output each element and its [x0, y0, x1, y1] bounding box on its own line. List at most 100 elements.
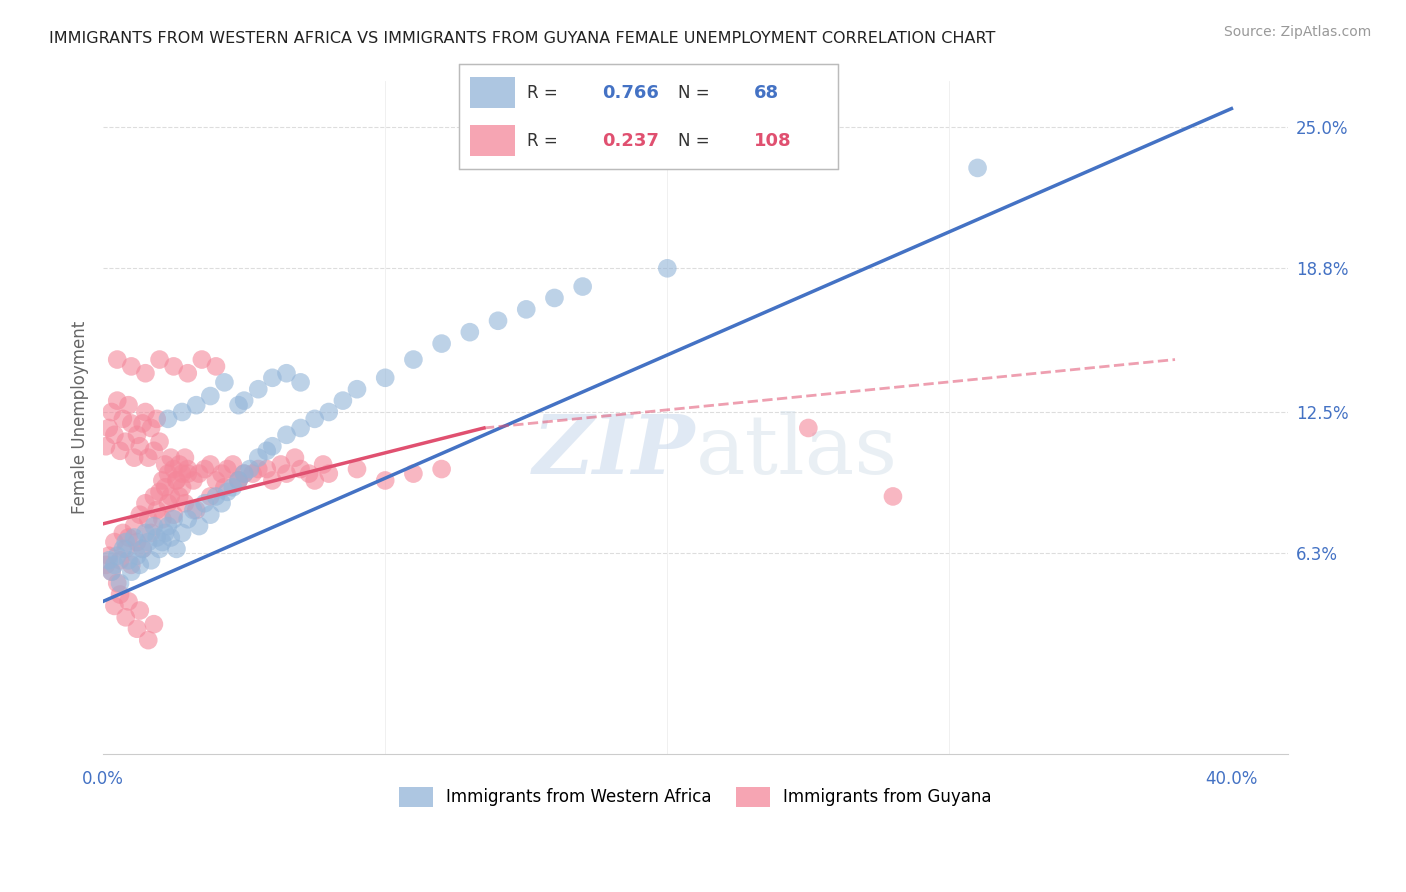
Point: [105, 576, 128, 591]
Point: [131, 541, 153, 556]
Point: [145, 503, 167, 517]
Point: [374, 474, 396, 488]
Point: [100, 405, 122, 419]
Point: [122, 450, 145, 465]
Point: [136, 633, 159, 648]
Point: [228, 474, 250, 488]
Point: [114, 610, 136, 624]
Point: [211, 496, 233, 510]
Point: [177, 366, 200, 380]
Point: [97, 553, 120, 567]
Point: [153, 458, 176, 472]
Point: [114, 434, 136, 449]
Point: [128, 439, 150, 453]
Point: [120, 565, 142, 579]
Point: [228, 474, 250, 488]
Point: [103, 599, 125, 613]
Point: [97, 421, 120, 435]
Point: [882, 490, 904, 504]
Legend: Immigrants from Western Africa, Immigrants from Guyana: Immigrants from Western Africa, Immigran…: [392, 780, 998, 814]
Point: [153, 480, 176, 494]
Point: [111, 412, 134, 426]
Point: [111, 525, 134, 540]
Point: [276, 467, 298, 481]
Point: [200, 508, 222, 522]
Point: [136, 512, 159, 526]
Point: [233, 467, 256, 481]
Point: [174, 450, 197, 465]
Point: [142, 519, 165, 533]
Point: [233, 467, 256, 481]
Point: [222, 458, 245, 472]
Point: [228, 474, 250, 488]
Point: [183, 503, 205, 517]
Point: [543, 291, 565, 305]
Point: [153, 525, 176, 540]
Point: [163, 462, 186, 476]
Point: [125, 622, 148, 636]
Point: [346, 462, 368, 476]
Text: IMMIGRANTS FROM WESTERN AFRICA VS IMMIGRANTS FROM GUYANA FEMALE UNEMPLOYMENT COR: IMMIGRANTS FROM WESTERN AFRICA VS IMMIGR…: [49, 31, 995, 46]
Point: [188, 519, 211, 533]
Point: [111, 541, 134, 556]
Point: [374, 371, 396, 385]
Point: [156, 467, 179, 481]
Point: [486, 314, 509, 328]
Point: [103, 427, 125, 442]
Point: [284, 450, 307, 465]
Point: [402, 467, 425, 481]
Point: [125, 549, 148, 563]
Point: [136, 535, 159, 549]
Point: [134, 366, 156, 380]
Point: [94, 558, 117, 572]
Point: [163, 359, 186, 374]
Point: [217, 484, 239, 499]
Point: [194, 496, 217, 510]
Point: [797, 421, 820, 435]
Point: [105, 393, 128, 408]
Point: [139, 525, 162, 540]
Point: [214, 376, 236, 390]
Point: [136, 450, 159, 465]
Point: [318, 405, 340, 419]
Point: [233, 393, 256, 408]
Point: [134, 496, 156, 510]
Point: [100, 565, 122, 579]
Point: [276, 427, 298, 442]
Point: [150, 535, 173, 549]
Point: [169, 458, 191, 472]
Point: [191, 352, 214, 367]
Point: [134, 405, 156, 419]
Point: [262, 439, 284, 453]
Point: [97, 549, 120, 563]
Point: [163, 508, 186, 522]
Point: [402, 352, 425, 367]
Point: [166, 474, 188, 488]
Point: [148, 352, 170, 367]
Point: [430, 462, 453, 476]
Point: [117, 531, 139, 545]
Point: [318, 467, 340, 481]
Point: [117, 398, 139, 412]
Point: [214, 480, 236, 494]
Point: [276, 366, 298, 380]
Point: [100, 565, 122, 579]
Point: [128, 558, 150, 572]
Point: [125, 427, 148, 442]
Point: [108, 443, 131, 458]
Point: [105, 549, 128, 563]
Point: [312, 458, 335, 472]
Point: [122, 531, 145, 545]
Point: [108, 553, 131, 567]
Point: [247, 450, 270, 465]
Point: [169, 490, 191, 504]
Point: [156, 519, 179, 533]
Point: [159, 490, 181, 504]
Point: [108, 576, 131, 591]
Point: [120, 417, 142, 431]
Point: [304, 474, 326, 488]
Point: [205, 490, 228, 504]
Text: atlas: atlas: [696, 411, 897, 491]
Point: [346, 382, 368, 396]
Point: [103, 535, 125, 549]
